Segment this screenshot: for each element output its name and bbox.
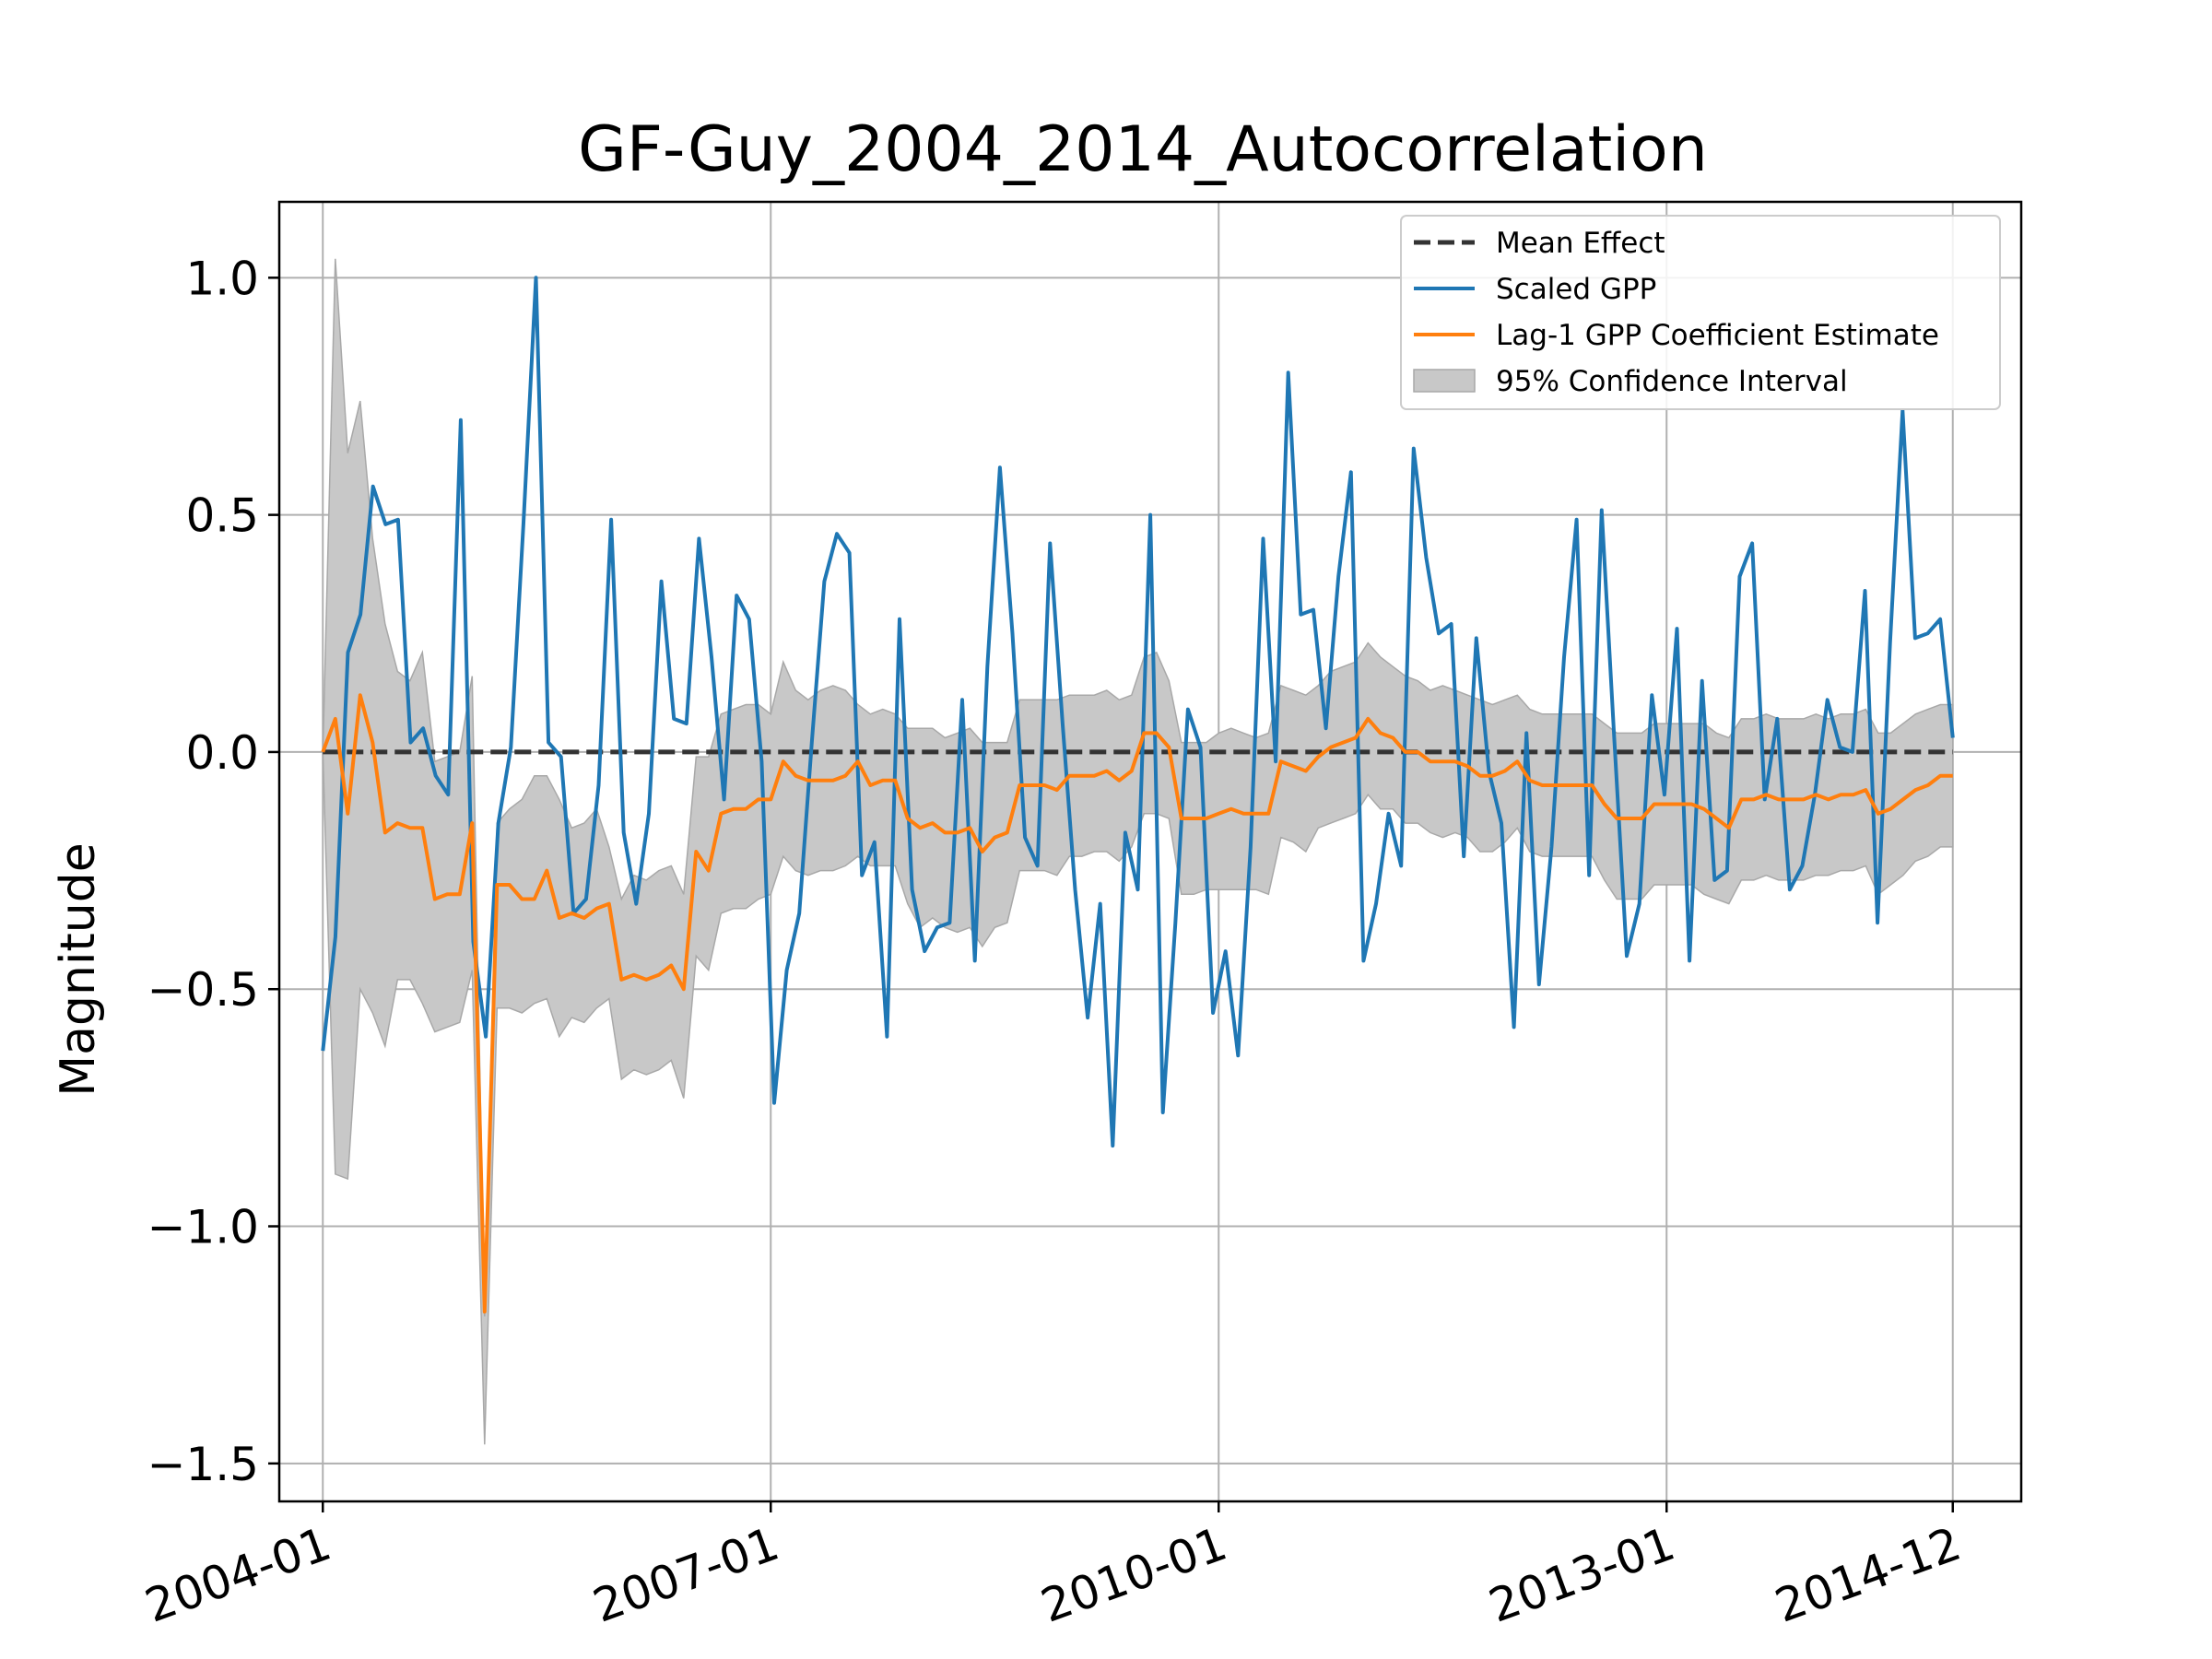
legend: Mean Effect Scaled GPP Lag-1 GPP Coeffic…	[1400, 215, 2001, 410]
legend-box	[1400, 215, 2001, 410]
y-tick-label: 0.0	[185, 726, 259, 780]
coefficient-estimate-line	[321, 693, 1953, 1314]
x-tick-label: 2010-01	[1034, 1517, 1233, 1633]
y-tick-label: −0.5	[147, 963, 259, 1017]
y-axis-label: Magnitude	[51, 842, 106, 1097]
scaled-gpp-path	[321, 276, 1955, 1148]
coefficient-estimate-path	[321, 693, 1953, 1314]
x-axis-ticks: 2004-01 2007-01 2010-01 2013-01 2014-12	[138, 1501, 1968, 1633]
legend-label-scaled-gpp: Scaled GPP	[1496, 273, 1656, 306]
y-tick-label: 0.5	[185, 489, 259, 543]
legend-label-confidence-interval: 95% Confidence Interval	[1496, 365, 1848, 398]
x-tick-label: 2007-01	[586, 1517, 785, 1633]
y-tick-label: 1.0	[185, 252, 259, 305]
x-tick-label: 2013-01	[1482, 1517, 1681, 1633]
x-tick-label: 2014-12	[1769, 1517, 1968, 1633]
y-axis-ticks: 1.0 0.5 0.0 −0.5 −1.0 −1.5	[147, 252, 279, 1491]
x-tick-label: 2004-01	[138, 1517, 337, 1633]
legend-label-coefficient-estimate: Lag-1 GPP Coefficient Estimate	[1496, 319, 1939, 352]
plot-frame	[277, 200, 2023, 1503]
y-tick-label: −1.5	[147, 1438, 259, 1491]
legend-label-mean-effect: Mean Effect	[1496, 227, 1665, 260]
y-tick-label: −1.0	[147, 1201, 259, 1254]
legend-swatch-confidence-interval	[1413, 369, 1476, 393]
chart-title: GF-Guy_2004_2014_Autocorrelation	[578, 113, 1708, 186]
scaled-gpp-line	[321, 276, 1955, 1148]
